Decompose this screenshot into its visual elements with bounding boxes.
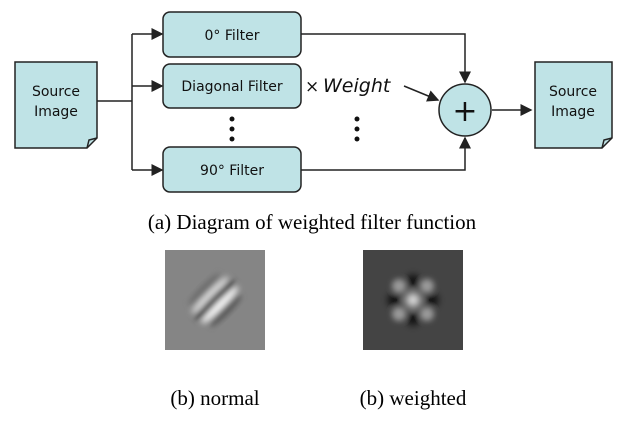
normal-image (165, 250, 265, 350)
filter-label: 90° Filter (200, 163, 264, 179)
sum-node: + (439, 84, 491, 136)
weighted-image (363, 250, 463, 350)
source-node: Source Image (15, 62, 97, 148)
image-caption: (b) weighted (360, 386, 467, 410)
output-label: Source (549, 84, 597, 100)
weight-op: × (305, 77, 319, 97)
page: Source Image 0° Filter Diagonal Filter 9… (0, 0, 624, 423)
filter-nodes: 0° Filter Diagonal Filter 90° Filter (163, 12, 301, 192)
ellipsis (230, 117, 360, 142)
output-node: Source Image (535, 62, 612, 148)
sum-symbol: + (452, 94, 477, 129)
filter-label: Diagonal Filter (181, 79, 282, 95)
weight-label: Weight (323, 75, 392, 97)
output-label: Image (551, 104, 595, 120)
source-label: Image (34, 104, 78, 120)
image-caption: (b) normal (170, 386, 259, 410)
filter-label: 0° Filter (204, 28, 259, 44)
caption: (a) Diagram of weighted filter function (148, 210, 477, 234)
source-label: Source (32, 84, 80, 100)
